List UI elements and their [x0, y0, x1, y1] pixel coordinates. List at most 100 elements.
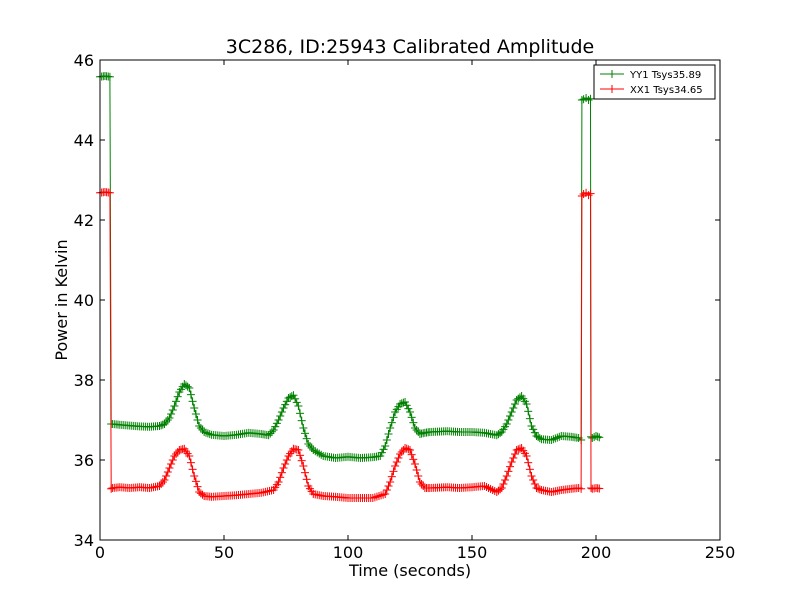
data-point-marker	[281, 400, 290, 409]
x-tick-label: 250	[705, 543, 736, 562]
data-point-marker	[529, 425, 538, 434]
data-point-marker	[401, 444, 410, 452]
data-point-marker	[553, 433, 562, 442]
data-point-marker	[170, 452, 179, 460]
data-point-marker	[549, 435, 558, 444]
chart-title: 3C286, ID:25943 Calibrated Amplitude	[226, 36, 594, 58]
data-point-marker	[294, 446, 303, 454]
data-point-marker	[409, 418, 418, 427]
legend-item: YY1 Tsys35.89	[600, 70, 701, 81]
data-point-marker	[417, 480, 426, 488]
data-point-marker	[501, 476, 510, 484]
data-point-marker	[494, 430, 503, 439]
data-point-marker	[414, 428, 423, 436]
data-point-marker	[387, 418, 396, 427]
legend-box	[593, 64, 716, 100]
data-point-marker	[183, 382, 192, 391]
y-tick-label: 40	[74, 291, 94, 310]
data-point-marker	[386, 478, 395, 486]
data-point-marker	[292, 398, 301, 407]
data-point-marker	[193, 482, 202, 491]
data-point-marker	[185, 384, 194, 392]
data-point-marker	[404, 404, 413, 413]
data-point-marker	[532, 484, 541, 492]
data-point-marker	[163, 468, 172, 476]
data-point-marker	[410, 460, 419, 468]
data-point-marker	[186, 390, 195, 399]
data-point-marker	[509, 404, 518, 412]
data-point-marker	[391, 462, 400, 470]
data-point-marker	[502, 420, 511, 428]
data-point-marker	[595, 433, 604, 442]
data-point-marker	[272, 419, 281, 428]
data-point-marker	[274, 478, 283, 486]
data-point-marker	[401, 398, 410, 406]
data-point-marker	[190, 404, 199, 412]
data-point-marker	[507, 458, 516, 466]
data-point-marker	[167, 410, 176, 418]
data-point-marker	[515, 393, 524, 402]
data-point-marker	[105, 72, 114, 81]
data-point-marker	[496, 485, 505, 494]
data-point-marker	[510, 450, 519, 458]
data-point-marker	[527, 422, 536, 430]
data-point-marker	[396, 450, 405, 458]
data-point-marker	[368, 494, 377, 502]
series-1	[96, 72, 604, 462]
plot-frame	[99, 59, 721, 541]
data-point-marker	[504, 467, 513, 476]
data-point-marker	[276, 412, 285, 420]
data-point-marker	[584, 191, 593, 200]
data-point-marker	[158, 478, 167, 486]
legend-label: YY1 Tsys35.89	[629, 70, 701, 81]
data-point-marker	[412, 466, 421, 474]
data-point-marker	[317, 450, 326, 459]
data-point-marker	[551, 434, 560, 443]
data-point-marker	[402, 401, 411, 410]
data-point-marker	[165, 464, 174, 472]
y-tick-label: 46	[74, 51, 94, 70]
data-point-marker	[414, 472, 423, 480]
data-point-marker	[193, 416, 202, 424]
data-point-marker	[522, 452, 531, 460]
legend: YY1 Tsys35.89 XX1 Tsys34.65	[593, 64, 716, 100]
data-point-marker	[276, 473, 285, 482]
data-point-marker	[168, 406, 177, 414]
data-point-marker	[299, 462, 308, 470]
y-tick-label: 42	[74, 211, 94, 230]
data-point-marker	[530, 480, 539, 488]
data-point-marker	[296, 451, 305, 460]
data-point-marker	[277, 408, 286, 416]
data-point-marker	[588, 434, 597, 442]
data-point-marker	[480, 482, 489, 490]
data-point-marker	[488, 486, 497, 494]
data-point-marker	[304, 440, 313, 448]
data-point-marker	[509, 454, 518, 462]
data-point-marker	[530, 428, 539, 437]
data-point-marker	[499, 480, 508, 488]
data-point-marker	[525, 465, 534, 474]
data-point-marker	[198, 490, 207, 499]
x-tick-label: 100	[333, 543, 364, 562]
data-point-marker	[165, 414, 174, 422]
data-point-marker	[157, 421, 166, 430]
data-point-marker	[515, 444, 524, 453]
data-point-marker	[404, 445, 413, 454]
legend-item: XX1 Tsys34.65	[600, 85, 703, 96]
data-point-marker	[381, 442, 390, 450]
data-point-marker	[173, 392, 182, 401]
data-point-marker	[502, 472, 511, 480]
data-point-marker	[406, 408, 414, 416]
data-point-marker	[506, 462, 515, 471]
data-point-marker	[370, 493, 379, 502]
data-point-marker	[271, 422, 280, 431]
data-point-marker	[291, 394, 300, 403]
data-point-marker	[200, 428, 209, 436]
data-point-marker	[301, 468, 310, 477]
data-point-marker	[384, 482, 393, 490]
data-point-marker	[269, 426, 278, 434]
data-point-marker	[172, 450, 181, 458]
data-point-marker	[419, 482, 428, 490]
data-point-marker	[299, 424, 308, 432]
data-point-marker	[196, 424, 205, 432]
